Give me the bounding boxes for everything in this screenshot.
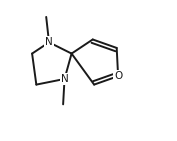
Text: O: O (114, 71, 122, 81)
Text: N: N (61, 74, 68, 84)
Text: N: N (45, 37, 53, 47)
